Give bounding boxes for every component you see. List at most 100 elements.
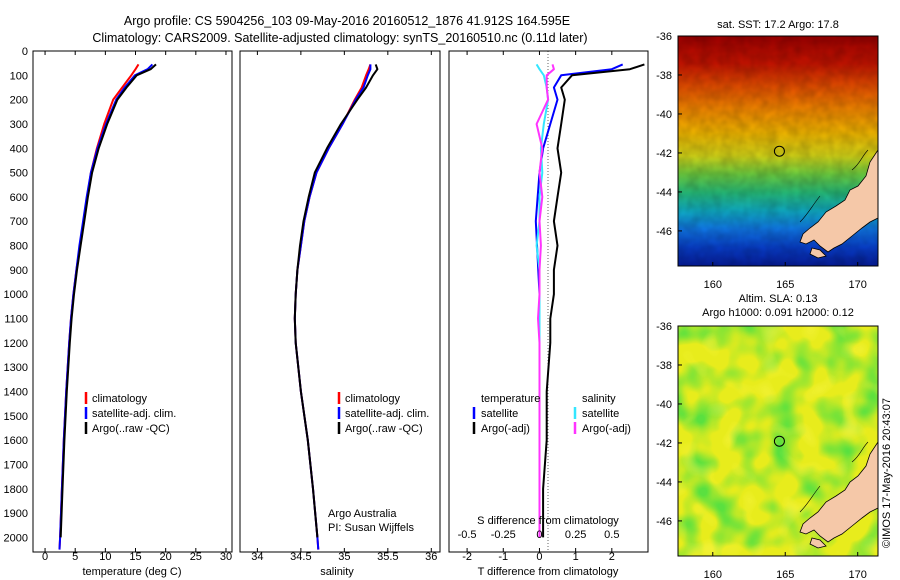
legend-label-climatology: climatology xyxy=(92,393,148,405)
land-south-island xyxy=(799,149,878,253)
legend-label-t-satellite: satellite xyxy=(481,408,518,420)
x-tick-label: 35 xyxy=(338,551,350,563)
x-tick-label: 0 xyxy=(536,551,542,563)
salinity-frame xyxy=(239,50,441,553)
x-tick-label: 20 xyxy=(160,551,172,563)
title-line-1: Argo profile: CS 5904256_103 09-May-2016… xyxy=(124,14,570,28)
map-y-tick-label: -42 xyxy=(656,148,672,160)
sst-map: sat. SST: 17.2 Argo: 17.8 160 165 170 -36 -3… xyxy=(656,19,879,291)
isobath xyxy=(799,441,869,513)
x-tick-label: 34.5 xyxy=(290,551,311,563)
map-y-tick-label: -40 xyxy=(656,109,672,121)
depth-tick-label: 1700 xyxy=(4,459,28,471)
sst-map-title: sat. SST: 17.2 Argo: 17.8 xyxy=(717,19,839,31)
depth-tick-label: 1800 xyxy=(4,484,28,496)
map-y-tick-label: -38 xyxy=(656,360,672,372)
x-tick-label: 5 xyxy=(72,551,78,563)
depth-tick-label: 2000 xyxy=(4,532,28,544)
map-y-tick-label: -36 xyxy=(656,321,672,333)
x-tick-label: 36 xyxy=(425,551,437,563)
difference-panel: -2 -1 0 1 2 S difference from climatology -0… xyxy=(448,50,649,578)
legend-label-satellite: satellite-adj. clim. xyxy=(345,408,429,420)
depth-tick-label: 1200 xyxy=(4,338,28,350)
t-difference-label: T difference from climatology xyxy=(478,566,619,578)
land-stewart-island xyxy=(809,247,827,259)
temperature-panel: 0 5 10 15 20 25 30 temperature (deg C) climato… xyxy=(32,50,233,578)
difference-legend: temperature salinity satellite Argo(-adj… xyxy=(472,393,631,435)
x-tick-label: 0 xyxy=(42,551,48,563)
s-diff-tick-label: 0.5 xyxy=(604,529,619,541)
map-x-tick-label: 165 xyxy=(776,569,794,580)
salinity-panel: 34 34.5 35 35.5 36 salinity climatology sate… xyxy=(239,50,441,578)
temperature-xlabel: temperature (deg C) xyxy=(82,566,181,578)
title-line-2: Climatology: CARS2009. Satellite-adjuste… xyxy=(92,31,587,45)
pi-label: PI: Susan Wijffels xyxy=(328,522,414,534)
depth-tick-label: 400 xyxy=(10,143,28,155)
map-y-tick-label: -38 xyxy=(656,70,672,82)
depth-tick-label: 900 xyxy=(10,265,28,277)
depth-tick-label: 700 xyxy=(10,216,28,228)
depth-tick-label: 1600 xyxy=(4,435,28,447)
x-tick-label: 2 xyxy=(609,551,615,563)
series-line-temperature-argo-adj- xyxy=(542,63,645,538)
map-y-tick-label: -42 xyxy=(656,438,672,450)
depth-tick-label: 0 xyxy=(22,46,28,58)
land-south-island xyxy=(799,441,878,543)
map-x-tick-label: 165 xyxy=(776,279,794,291)
series-line-argo-raw-qc- xyxy=(293,64,379,538)
x-tick-label: 30 xyxy=(220,551,232,563)
depth-tick-label: 1000 xyxy=(4,289,28,301)
series-line-argo-raw-qc- xyxy=(59,63,157,538)
depth-tick-label: 200 xyxy=(10,95,28,107)
depth-tick-label: 600 xyxy=(10,192,28,204)
depth-tick-label: 1900 xyxy=(4,508,28,520)
x-tick-label: 25 xyxy=(190,551,202,563)
difference-series xyxy=(534,63,645,538)
argo-australia-label: Argo Australia xyxy=(328,508,397,520)
depth-tick-label: 500 xyxy=(10,168,28,180)
map-y-tick-label: -46 xyxy=(656,226,672,238)
map-x-tick-label: 160 xyxy=(704,569,722,580)
depth-tick-label: 1400 xyxy=(4,386,28,398)
sla-map-frame xyxy=(677,325,879,557)
sst-map-ticks: 160 165 170 -36 -38 -40 -42 -44 -46 xyxy=(656,31,867,291)
temperature-x-ticks: 0 5 10 15 20 25 30 xyxy=(42,51,232,563)
s-diff-tick-label: -0.25 xyxy=(491,529,516,541)
x-tick-label: 35.5 xyxy=(377,551,398,563)
map-y-tick-label: -44 xyxy=(656,187,672,199)
map-y-tick-label: -44 xyxy=(656,477,672,489)
s-diff-tick-label: -0.5 xyxy=(458,529,477,541)
legend-label-t-argo: Argo(-adj) xyxy=(481,423,530,435)
legend-title-salinity: salinity xyxy=(582,393,616,405)
sla-map-ticks: 160 165 170 -36 -38 -40 -42 -44 -46 xyxy=(656,321,867,580)
x-tick-label: 34 xyxy=(251,551,263,563)
isobath xyxy=(799,149,869,223)
imos-footer: ©IMOS 17-May-2016 20:43:07 xyxy=(881,398,893,548)
argo-position-marker xyxy=(773,145,785,157)
difference-frame xyxy=(448,50,649,553)
s-difference-label: S difference from climatology xyxy=(477,515,619,527)
map-y-tick-label: -46 xyxy=(656,516,672,528)
sla-map: Altim. SLA: 0.13 Argo h1000: 0.091 h2000… xyxy=(656,293,879,580)
land-stewart-island xyxy=(809,537,827,549)
map-y-tick-label: -36 xyxy=(656,31,672,43)
x-tick-label: -1 xyxy=(498,551,508,563)
temperature-legend: climatology satellite-adj. clim. Argo(..… xyxy=(84,392,176,435)
x-tick-label: 10 xyxy=(99,551,111,563)
map-x-tick-label: 160 xyxy=(704,279,722,291)
legend-label-climatology: climatology xyxy=(345,393,401,405)
depth-tick-label: 1300 xyxy=(4,362,28,374)
temperature-series xyxy=(58,63,157,550)
temperature-frame xyxy=(32,50,233,553)
legend-label-argo: Argo(..raw -QC) xyxy=(92,423,170,435)
depth-tick-label: 100 xyxy=(10,70,28,82)
sla-map-title-2: Argo h1000: 0.091 h2000: 0.12 xyxy=(702,307,854,319)
series-line-salinity-argo-adj- xyxy=(535,64,555,538)
depth-tick-label: 800 xyxy=(10,241,28,253)
argo-position-marker xyxy=(773,435,785,447)
legend-label-s-satellite: satellite xyxy=(582,408,619,420)
salinity-diff-ticks: -0.5 -0.25 0 0.25 0.5 xyxy=(458,529,620,541)
legend-title-temperature: temperature xyxy=(481,393,540,405)
s-diff-tick-label: 0.25 xyxy=(565,529,586,541)
map-x-tick-label: 170 xyxy=(849,569,867,580)
